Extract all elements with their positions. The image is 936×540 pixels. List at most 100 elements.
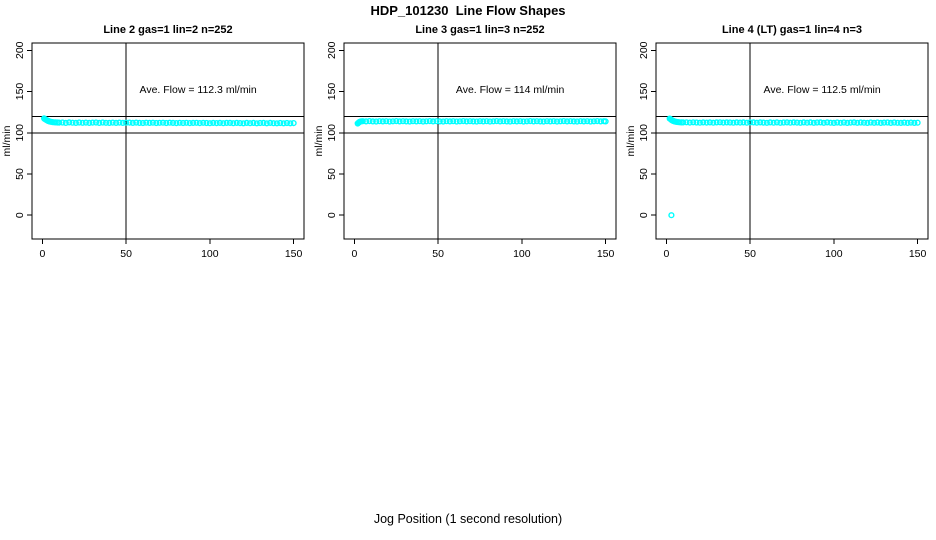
data-point <box>602 118 609 125</box>
data-point <box>840 119 848 126</box>
data-point <box>409 118 417 125</box>
data-point <box>907 119 915 126</box>
y-axis-label: ml/min <box>625 125 637 156</box>
y-tick-label: 100 <box>14 124 26 142</box>
data-point <box>183 119 190 126</box>
data-point <box>267 119 274 127</box>
data-point <box>376 118 383 125</box>
data-point <box>911 119 918 127</box>
data-point <box>106 119 113 127</box>
data-point <box>887 119 894 127</box>
data-point <box>564 118 571 125</box>
y-axis-label: ml/min <box>1 125 13 156</box>
data-point <box>577 118 584 125</box>
y-tick-label: 150 <box>638 83 650 101</box>
data-point <box>523 118 531 125</box>
data-point <box>864 119 871 127</box>
data-point <box>807 119 814 126</box>
data-point <box>203 119 210 127</box>
data-point <box>854 119 861 126</box>
data-point <box>206 120 214 127</box>
data-point <box>877 119 884 127</box>
data-point <box>590 118 598 125</box>
data-point <box>860 119 868 126</box>
data-point <box>537 118 544 125</box>
x-tick-label: 150 <box>285 248 303 260</box>
x-tick-label: 150 <box>597 248 615 260</box>
data-point <box>233 119 240 127</box>
data-point <box>668 212 675 219</box>
plot-box <box>343 42 617 240</box>
x-tick-label: 100 <box>513 248 531 260</box>
x-tick-label: 0 <box>351 248 357 260</box>
panel-line4-chart: Line 4 (LT) gas=1 lin=4 n=3 0 50 100 150 0 50 1… <box>625 24 929 260</box>
data-point <box>69 119 76 126</box>
data-point <box>824 119 831 126</box>
y-tick-label: 200 <box>638 41 650 59</box>
data-point <box>159 119 167 126</box>
data-point <box>814 119 821 126</box>
data-point <box>456 118 464 125</box>
data-point <box>359 118 366 125</box>
data-point <box>433 118 440 125</box>
data-point <box>520 118 527 125</box>
data-point <box>503 118 510 125</box>
data-point <box>797 119 804 126</box>
data-point <box>757 119 764 126</box>
data-point <box>399 118 407 125</box>
data-point <box>486 118 494 125</box>
data-point <box>837 119 844 126</box>
data-point <box>86 119 93 127</box>
data-point <box>89 119 96 126</box>
x-tick-label: 100 <box>825 248 843 260</box>
data-point <box>143 119 150 126</box>
data-point <box>59 119 66 126</box>
data-point <box>777 119 784 126</box>
data-point <box>470 118 477 125</box>
data-point <box>706 119 714 126</box>
data-point <box>450 118 457 125</box>
data-point <box>226 119 234 127</box>
data-point <box>683 119 690 126</box>
data-point <box>263 120 270 127</box>
panel-title: Line 4 (LT) gas=1 lin=4 n=3 <box>722 24 862 36</box>
data-point <box>366 117 373 125</box>
data-point <box>763 119 771 126</box>
data-point <box>710 119 717 126</box>
data-point <box>773 119 781 126</box>
data-point <box>783 119 791 126</box>
data-point <box>567 118 574 125</box>
data-point <box>733 119 740 126</box>
data-point <box>213 119 220 127</box>
data-point <box>76 119 83 126</box>
data-point <box>493 117 500 125</box>
data-point <box>176 119 183 126</box>
data-point <box>884 119 891 126</box>
data-point <box>133 119 140 126</box>
data-point <box>253 120 260 127</box>
data-point <box>874 119 881 126</box>
plot-box <box>655 42 929 240</box>
data-point <box>743 119 750 126</box>
data-point <box>369 118 376 125</box>
data-point <box>844 119 851 127</box>
data-point <box>483 118 490 125</box>
data-point <box>510 118 517 125</box>
data-point <box>881 119 888 126</box>
data-point <box>867 119 874 126</box>
data-point <box>770 119 777 126</box>
data-point <box>914 119 921 126</box>
data-point <box>891 119 898 126</box>
data-point <box>126 119 133 126</box>
data-point <box>850 119 858 126</box>
data-point <box>904 119 911 127</box>
data-point <box>696 119 704 126</box>
data-point <box>897 119 905 127</box>
y-tick-label: 50 <box>326 168 338 180</box>
x-tick-label: 50 <box>432 248 444 260</box>
y-axis-label: ml/min <box>313 125 325 156</box>
data-point <box>690 119 697 126</box>
data-point <box>533 118 541 125</box>
data-point <box>109 119 116 126</box>
